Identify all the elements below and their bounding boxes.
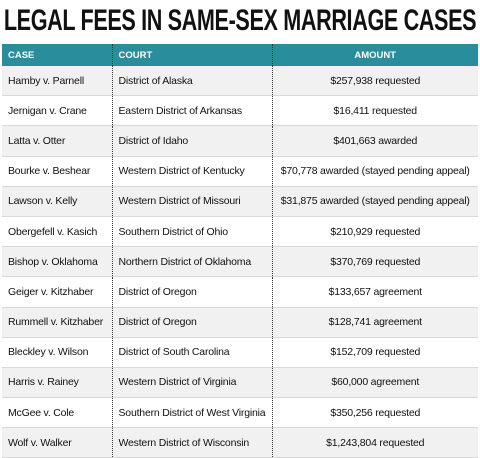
court-cell: District of South Carolina [111, 337, 272, 368]
table-row: Jernigan v. Crane Eastern District of Ark… [2, 95, 478, 127]
case-cell: Bleckley v. Wilson [2, 337, 112, 368]
case-cell: McGee v. Cole [2, 397, 112, 429]
table-row: Lawson v. Kelly Western District of Misso… [2, 186, 478, 217]
case-cell: Harris v. Rainey [2, 367, 112, 399]
table-row: Rummell v. Kitzhaber District of Oregon $1… [2, 307, 478, 338]
court-cell: Western District of Kentucky [111, 156, 272, 187]
court-cell: Western District of Missouri [111, 186, 272, 217]
amount-cell: $210,929 requested [271, 216, 478, 248]
court-cell: Western District of Virginia [111, 367, 272, 399]
case-cell: Lawson v. Kelly [2, 186, 112, 217]
amount-cell: $133,657 agreement [271, 276, 478, 308]
amount-cell: $31,875 awarded (stayed pending appeal) [271, 186, 478, 217]
table-row: Bourke v. Beshear Western District of Ken… [2, 156, 478, 187]
amount-cell: $128,741 agreement [271, 307, 478, 338]
case-cell: Bishop v. Oklahoma [2, 246, 112, 278]
column-header: COURT [111, 44, 272, 66]
table-row: Bleckley v. Wilson District of South Caro… [2, 337, 478, 368]
case-cell: Bourke v. Beshear [2, 156, 112, 187]
amount-cell: $350,256 requested [271, 397, 478, 429]
court-cell: Southern District of Ohio [111, 216, 272, 248]
header-row: CASE COURT AMOUNT [2, 44, 478, 66]
case-cell: Rummell v. Kitzhaber [2, 307, 112, 338]
table-body: Hamby v. Parnell District of Alaska $257,9… [2, 66, 478, 458]
column-header: AMOUNT [271, 44, 478, 66]
court-cell: Eastern District of Arkansas [111, 95, 272, 127]
case-cell: Obergefell v. Kasich [2, 216, 112, 248]
case-cell: Latta v. Otter [2, 125, 112, 157]
case-cell: Hamby v. Parnell [2, 66, 112, 97]
table-row: Harris v. Rainey Western District of Virg… [2, 367, 478, 399]
fees-table: CASE COURT AMOUNT Hamby v. Parnell District… [2, 44, 478, 458]
court-cell: Southern District of West Virginia [111, 397, 272, 429]
amount-cell: $152,709 requested [271, 337, 478, 368]
amount-cell: $257,938 requested [271, 66, 478, 97]
amount-cell: $370,769 requested [271, 246, 478, 278]
amount-cell: $401,663 awarded [271, 125, 478, 157]
court-cell: Northern District of Oklahoma [111, 246, 272, 278]
case-cell: Geiger v. Kitzhaber [2, 276, 112, 308]
amount-cell: $16,411 requested [271, 95, 478, 127]
court-cell: District of Alaska [111, 66, 272, 97]
table-row: Geiger v. Kitzhaber District of Oregon $13… [2, 276, 478, 308]
amount-cell: $70,778 awarded (stayed pending appeal) [271, 156, 478, 187]
court-cell: Western District of Wisconsin [111, 427, 272, 458]
table-row: Latta v. Otter District of Idaho $401,663 … [2, 125, 478, 157]
title-bar: LEGAL FEES IN SAME-SEX MARRIAGE CASES [0, 0, 480, 42]
table-row: Wolf v. Walker Western District of Wiscon… [2, 427, 478, 458]
table-row: Obergefell v. Kasich Southern District of… [2, 216, 478, 248]
column-header: CASE [2, 44, 112, 66]
table-row: Hamby v. Parnell District of Alaska $257,9… [2, 66, 478, 97]
table-row: Bishop v. Oklahoma Northern District of O… [2, 246, 478, 278]
court-cell: District of Oregon [111, 307, 272, 338]
case-cell: Jernigan v. Crane [2, 95, 112, 127]
title: LEGAL FEES IN SAME-SEX MARRIAGE CASES [3, 4, 477, 37]
amount-cell: $60,000 agreement [271, 367, 478, 399]
court-cell: District of Oregon [111, 276, 272, 308]
court-cell: District of Idaho [111, 125, 272, 157]
table-row: McGee v. Cole Southern District of West V… [2, 397, 478, 429]
amount-cell: $1,243,804 requested [271, 427, 478, 458]
case-cell: Wolf v. Walker [2, 427, 112, 458]
